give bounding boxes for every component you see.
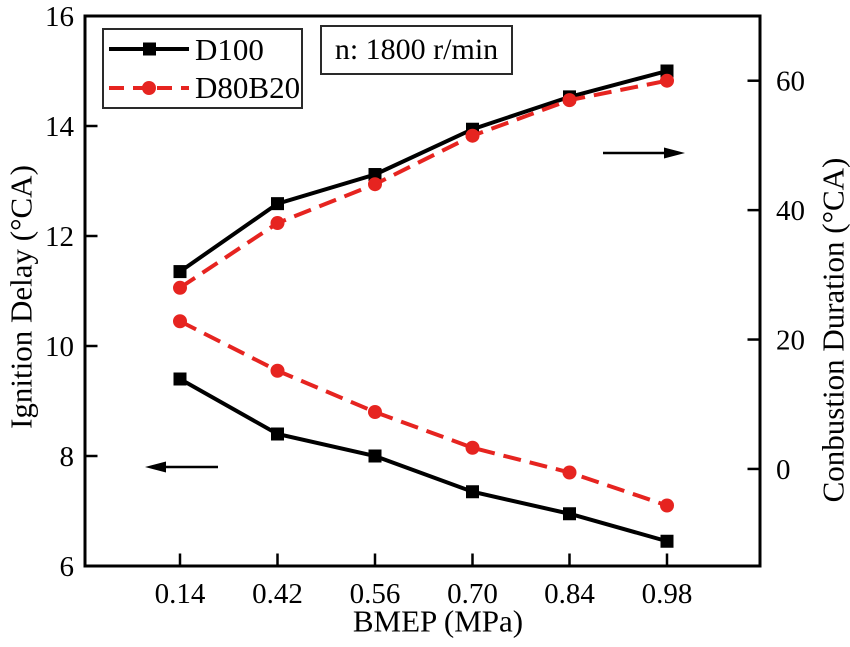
x-axis-title: BMEP (MPa)	[352, 603, 524, 639]
x-tick-label: 0.56	[350, 578, 401, 610]
annotation-box: n: 1800 r/min	[320, 25, 513, 75]
left-tick-label: 16	[45, 1, 74, 33]
marker-circle-d80b20	[270, 363, 285, 378]
marker-circle-d80b20	[465, 128, 480, 143]
left-tick-label: 6	[60, 551, 75, 583]
x-tick-label: 0.42	[252, 578, 303, 610]
left-tick-label: 10	[45, 331, 74, 363]
left-tick-label: 8	[60, 441, 75, 473]
marker-square-d100	[173, 372, 187, 386]
annotation-text: n: 1800 r/min	[334, 33, 499, 66]
right-tick-label: 20	[776, 325, 805, 357]
marker-circle-d80b20	[173, 280, 187, 295]
marker-circle-d80b20	[660, 498, 674, 513]
marker-square-d100	[368, 449, 382, 463]
right-tick-label: 0	[776, 454, 791, 486]
series-line-d100-combustion_duration	[178, 69, 668, 274]
series-line-d80b20-ignition_delay	[179, 319, 668, 508]
marker-circle-d80b20	[562, 465, 577, 480]
marker-square-d100	[271, 197, 284, 211]
marker-circle-d80b20	[368, 177, 382, 192]
marker-square-d100	[368, 168, 382, 182]
legend-label-d80b20: D80B20	[195, 70, 301, 106]
right-arrow-head-icon	[664, 147, 685, 159]
legend-label-d100: D100	[195, 31, 264, 67]
marker-square-d100	[271, 427, 284, 441]
marker-square-d100	[563, 507, 576, 521]
left-tick-label: 12	[45, 221, 74, 253]
left-axis-title: Ignition Delay (°CA)	[3, 165, 39, 429]
x-tick-label: 0.70	[447, 578, 498, 610]
x-tick-label: 0.84	[544, 578, 595, 610]
legend-entry-d100: D100	[104, 30, 301, 68]
left-arrow-head-icon	[145, 461, 166, 473]
series-line-d80b20-combustion_duration	[178, 78, 668, 290]
marker-circle-d80b20	[173, 314, 187, 329]
marker-circle-d80b20	[465, 440, 480, 455]
legend-swatch-dashed-circle-icon	[109, 80, 189, 95]
legend-swatch-solid-square-icon	[109, 42, 189, 56]
right-axis-title: Conbustion Duration (°CA)	[815, 157, 850, 503]
marker-square-d100	[660, 534, 674, 548]
marker-square-d100	[660, 64, 674, 78]
marker-circle-d80b20	[368, 405, 382, 419]
marker-square-d100	[173, 265, 187, 279]
plot-frame	[83, 14, 762, 568]
series-line-d100-ignition_delay	[179, 377, 668, 544]
legend-entry-d80b20: D80B20	[104, 69, 301, 107]
right-tick-label: 40	[776, 195, 805, 227]
marker-square-d100	[466, 485, 479, 499]
x-tick-label: 0.98	[642, 578, 693, 610]
legend: D100 D80B20	[102, 28, 303, 109]
marker-circle-d80b20	[270, 216, 285, 231]
x-tick-label: 0.14	[155, 578, 206, 610]
right-tick-label: 60	[776, 66, 805, 98]
left-tick-label: 14	[45, 111, 75, 143]
marker-circle-d80b20	[660, 73, 674, 88]
marker-circle-d80b20	[562, 93, 577, 108]
